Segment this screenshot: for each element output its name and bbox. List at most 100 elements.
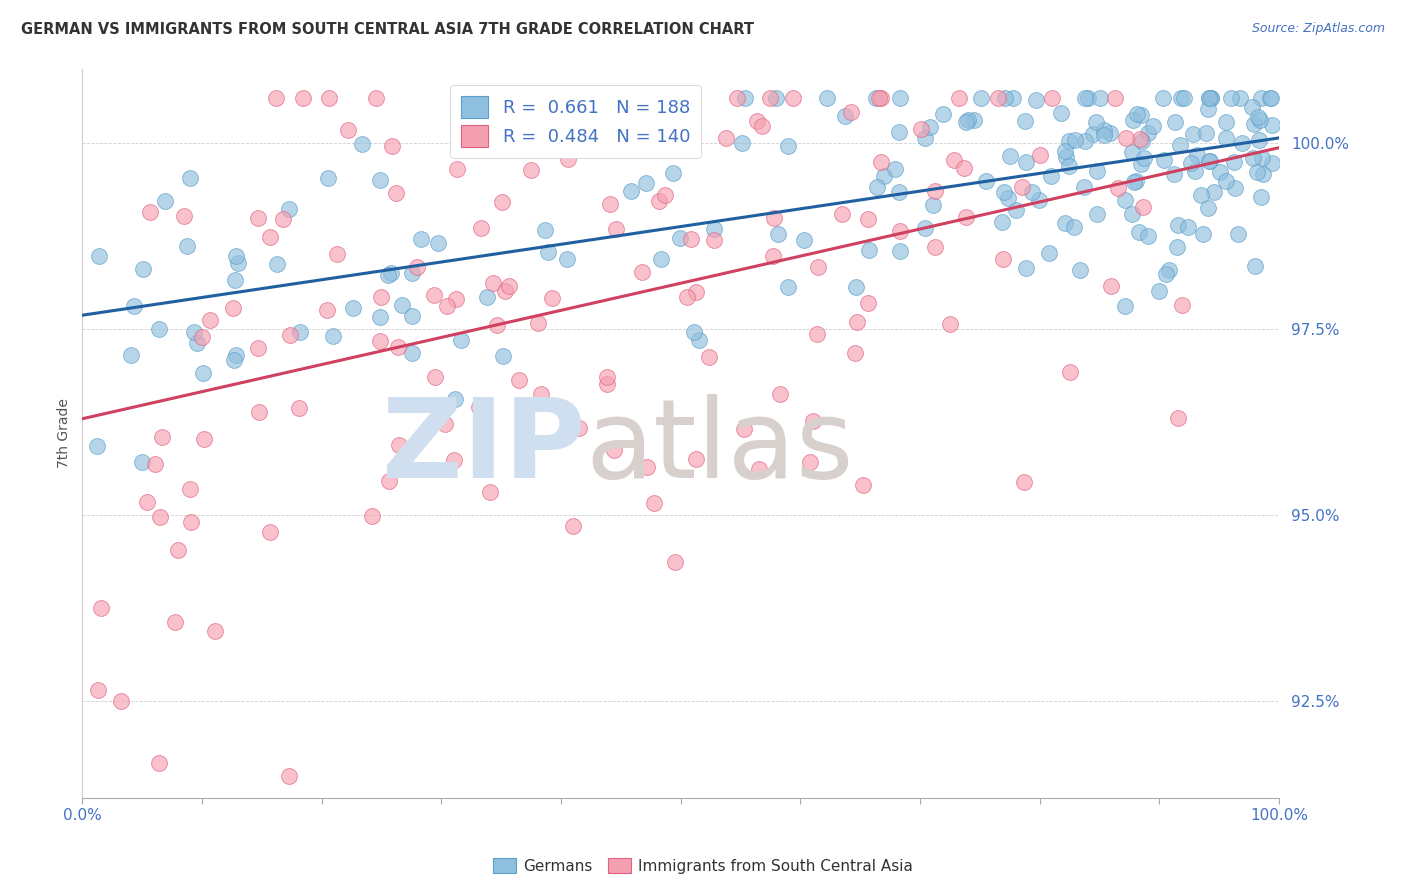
Point <box>406 260 429 274</box>
Point <box>477 290 499 304</box>
Point <box>1250 190 1272 204</box>
Point <box>1260 91 1282 105</box>
Point <box>316 303 339 318</box>
Point <box>447 91 470 105</box>
Point <box>799 455 821 469</box>
Point <box>423 370 446 384</box>
Point <box>259 229 281 244</box>
Point <box>1114 193 1136 207</box>
Point <box>173 209 195 223</box>
Point <box>688 334 710 348</box>
Point <box>494 284 516 298</box>
Point <box>924 184 946 198</box>
Point <box>1261 119 1284 133</box>
Point <box>636 460 658 475</box>
Point <box>520 163 543 178</box>
Point <box>155 194 177 209</box>
Point <box>1099 279 1122 293</box>
Point <box>856 296 879 310</box>
Text: Source: ZipAtlas.com: Source: ZipAtlas.com <box>1251 22 1385 36</box>
Point <box>1085 115 1108 129</box>
Point <box>1223 154 1246 169</box>
Point <box>1198 91 1220 105</box>
Point <box>132 262 155 277</box>
Point <box>1104 91 1126 105</box>
Point <box>186 336 208 351</box>
Point <box>377 268 399 283</box>
Point <box>955 210 977 224</box>
Point <box>596 369 619 384</box>
Point <box>1197 103 1219 117</box>
Point <box>858 244 880 258</box>
Point <box>193 432 215 446</box>
Point <box>449 132 471 146</box>
Point <box>681 232 703 246</box>
Point <box>222 352 245 367</box>
Point <box>1198 154 1220 169</box>
Point <box>1243 117 1265 131</box>
Point <box>180 515 202 529</box>
Point <box>266 256 288 270</box>
Point <box>920 120 942 134</box>
Point <box>198 313 221 327</box>
Point <box>491 91 513 105</box>
Point <box>1002 91 1025 105</box>
Point <box>138 204 160 219</box>
Point <box>87 682 110 697</box>
Point <box>149 509 172 524</box>
Point <box>776 139 799 153</box>
Point <box>1215 173 1237 187</box>
Point <box>401 346 423 360</box>
Point <box>264 91 287 105</box>
Point <box>1040 91 1063 105</box>
Point <box>1180 156 1202 170</box>
Point <box>1107 180 1129 194</box>
Point <box>703 233 725 247</box>
Point <box>342 301 364 315</box>
Point <box>974 174 997 188</box>
Point <box>1198 91 1220 105</box>
Point <box>1115 130 1137 145</box>
Point <box>669 231 692 245</box>
Point <box>179 171 201 186</box>
Point <box>1064 133 1087 147</box>
Point <box>661 166 683 180</box>
Point <box>889 244 911 258</box>
Point <box>450 91 472 105</box>
Point <box>87 250 110 264</box>
Point <box>450 333 472 347</box>
Point <box>644 117 666 131</box>
Point <box>1247 110 1270 124</box>
Point <box>603 442 626 457</box>
Point <box>697 350 720 364</box>
Point <box>380 266 402 280</box>
Point <box>1015 155 1038 169</box>
Point <box>856 211 879 226</box>
Point <box>148 321 170 335</box>
Point <box>1219 91 1241 105</box>
Point <box>278 768 301 782</box>
Point <box>204 624 226 638</box>
Point <box>1164 115 1187 129</box>
Text: GERMAN VS IMMIGRANTS FROM SOUTH CENTRAL ASIA 7TH GRADE CORRELATION CHART: GERMAN VS IMMIGRANTS FROM SOUTH CENTRAL … <box>21 22 754 37</box>
Point <box>1123 175 1146 189</box>
Point <box>733 422 755 436</box>
Point <box>1085 207 1108 221</box>
Point <box>225 348 247 362</box>
Point <box>1168 138 1191 153</box>
Point <box>963 112 986 127</box>
Point <box>1132 200 1154 214</box>
Point <box>325 246 347 260</box>
Point <box>997 191 1019 205</box>
Point <box>557 152 579 166</box>
Point <box>318 170 340 185</box>
Point <box>702 222 724 236</box>
Point <box>1077 91 1099 105</box>
Point <box>434 417 457 431</box>
Point <box>953 161 976 175</box>
Point <box>148 756 170 770</box>
Point <box>793 233 815 247</box>
Point <box>731 136 754 150</box>
Point <box>1166 240 1188 254</box>
Point <box>527 316 550 330</box>
